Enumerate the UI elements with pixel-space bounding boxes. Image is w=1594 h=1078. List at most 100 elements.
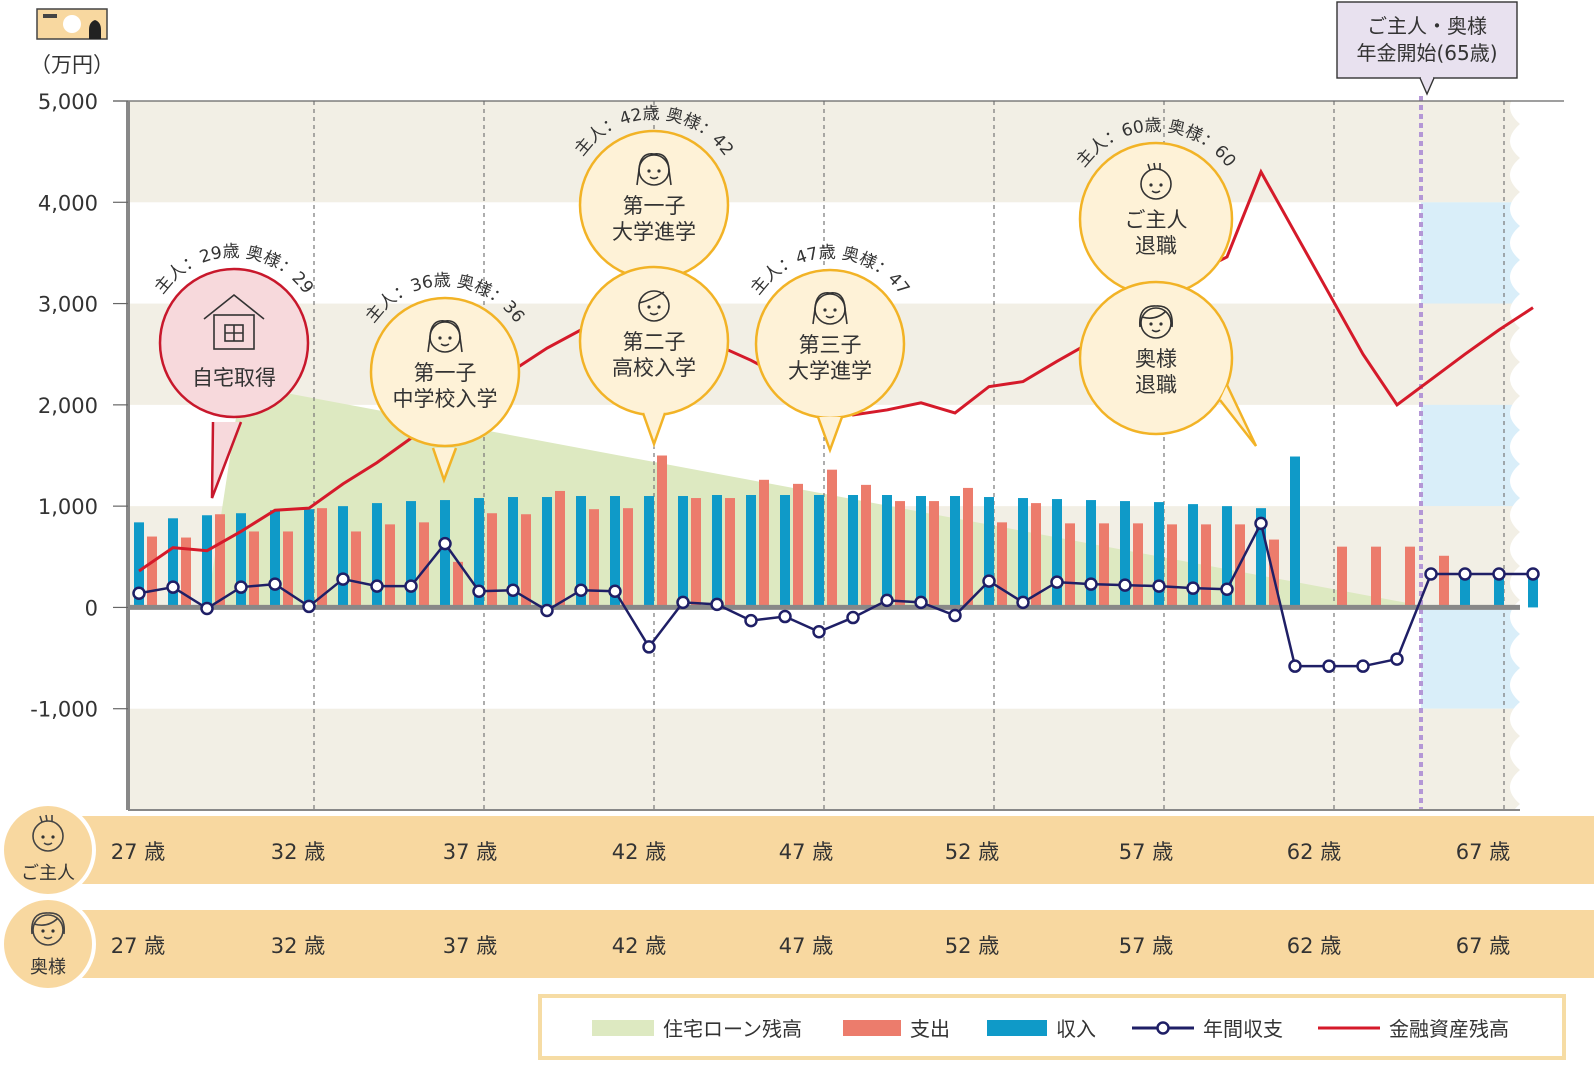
- face-eye: [1159, 322, 1163, 326]
- expense-bar: [181, 537, 191, 608]
- bubble-circle: [158, 267, 310, 419]
- income-bar: [848, 495, 858, 608]
- wife-age-tick: 62 歳: [1287, 934, 1341, 958]
- bubble-tail: [210, 421, 243, 499]
- income-bar: [1154, 502, 1164, 608]
- income-bar: [1494, 572, 1504, 608]
- pension-band: [1421, 708, 1522, 810]
- bubble-tail: [641, 412, 667, 448]
- annual-balance-point: [1152, 579, 1166, 593]
- wife-age-tick: 57 歳: [1119, 934, 1173, 958]
- face-mouth: [43, 936, 53, 940]
- husband-icon: [32, 814, 64, 852]
- annual-balance-point: [1118, 578, 1132, 592]
- house-icon: [203, 293, 265, 350]
- annual-balance-point: [982, 574, 996, 588]
- face-eye: [41, 929, 45, 933]
- face-mouth: [649, 312, 659, 316]
- hair: [427, 320, 463, 353]
- annual-balance-point: [846, 610, 860, 625]
- wavy-edge: [1510, 90, 1594, 838]
- bubble-tail: [431, 447, 458, 484]
- wife-icon: [31, 912, 65, 946]
- expense-bar: [1133, 523, 1143, 608]
- wife-age-strip: [80, 910, 1594, 978]
- face-eye: [438, 336, 442, 340]
- expense-bar: [759, 479, 769, 608]
- husband-age-tick: 67 歳: [1456, 840, 1510, 864]
- income-bar: [712, 495, 722, 608]
- wife-age-tick: 37 歳: [443, 934, 497, 958]
- husband-age-tick: 57 歳: [1119, 840, 1173, 864]
- annual-balance-point: [744, 613, 758, 628]
- bubble-tail: [816, 416, 844, 454]
- hair: [636, 153, 672, 186]
- annual-balance-point: [370, 579, 384, 593]
- annual-balance-point: [1390, 652, 1404, 666]
- expense-bar: [1167, 524, 1177, 608]
- annual-balance-point: [1492, 567, 1506, 581]
- income-bar: [1086, 500, 1096, 608]
- background-band: [128, 708, 1522, 810]
- pension-label-text: 年金開始(65歳): [1356, 41, 1497, 65]
- annual-balance-point: [1220, 582, 1234, 596]
- event-label: 大学進学: [788, 359, 872, 383]
- expense-bar: [1405, 546, 1415, 608]
- face-eye: [51, 929, 55, 933]
- income-bar: [644, 496, 654, 608]
- pension-band: [1421, 404, 1522, 507]
- wife-age-row: 奥様 27 歳 32 歳 37 歳 42 歳 47 歳 52 歳 57 歳 62 歳 67 歳: [0, 896, 1594, 992]
- gridlines: [313, 96, 1505, 810]
- husband-age-tick: 47 歳: [779, 840, 833, 864]
- hair: [638, 291, 665, 304]
- expense-bar: [589, 509, 599, 608]
- expense-bar: [657, 455, 667, 608]
- income-bar: [1188, 504, 1198, 608]
- income-bar: [304, 509, 314, 608]
- income-bar: [1052, 499, 1062, 608]
- husband-age-tick: 62 歳: [1287, 840, 1341, 864]
- child-girl-icon: [636, 153, 672, 186]
- face-mouth: [43, 842, 53, 846]
- income-bar: [780, 495, 790, 608]
- expense-bar: [385, 524, 395, 608]
- expense-bar: [793, 483, 803, 608]
- income-bar: [134, 522, 144, 608]
- income-bar: [202, 515, 212, 608]
- annual-balance-point: [1526, 567, 1540, 581]
- face-outline: [638, 290, 670, 322]
- expense-bar: [1099, 523, 1109, 608]
- annual-balance-point: [166, 580, 180, 594]
- expense-bar: [215, 514, 225, 608]
- pension-band: [1421, 101, 1522, 203]
- annual-balance-point: [880, 593, 894, 608]
- annual-balance-point: [914, 595, 928, 610]
- expense-bar: [351, 531, 361, 608]
- husband-age-tick: 32 歳: [271, 840, 325, 864]
- bubble-tail: [1219, 384, 1258, 447]
- annual-balance-point: [1186, 581, 1200, 595]
- annual-balance-point: [812, 624, 826, 639]
- wife-age-tick: 27 歳: [111, 934, 165, 958]
- wife-age-tick: 42 歳: [612, 934, 666, 958]
- income-bar: [576, 496, 586, 608]
- event-bubbles: 自宅取得ご主人：29歳 奥様：29歳第一子中学校入学ご主人：36歳 奥様：36歳…: [0, 0, 1258, 499]
- event-label: 中学校入学: [393, 387, 498, 411]
- hair: [1147, 162, 1161, 171]
- expense-bar: [1031, 503, 1041, 608]
- bubble-circle: [1078, 280, 1234, 436]
- annual-balance-point: [302, 599, 316, 614]
- pension-label-tail: [1419, 77, 1435, 96]
- money-icon-bar: [43, 14, 57, 18]
- face-eye: [647, 305, 651, 309]
- expense-bar: [895, 501, 905, 608]
- face-eye: [448, 336, 452, 340]
- face-eye: [833, 308, 837, 312]
- face-outline: [32, 820, 64, 852]
- y-tick-label: 5,000: [38, 90, 98, 114]
- face-mouth: [649, 176, 659, 180]
- income-bar: [882, 495, 892, 608]
